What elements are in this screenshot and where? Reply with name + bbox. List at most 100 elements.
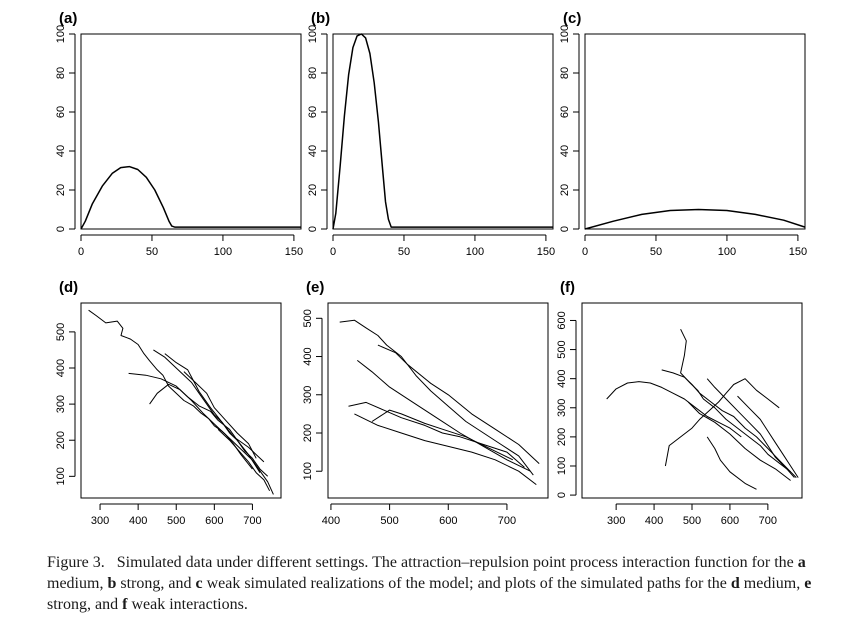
panel-label-b: (b) — [311, 10, 330, 27]
y-tick-label-f: 200 — [556, 428, 568, 446]
series-line-f-7 — [737, 395, 799, 478]
series-line-f-8 — [706, 436, 757, 490]
caption-bold-f: f — [122, 596, 128, 613]
panel-label-c: (c) — [563, 10, 581, 27]
x-tick-label-b: 100 — [466, 246, 484, 258]
panel-b: (b) 0 50 100 150 0 20 40 60 80 100 — [307, 10, 555, 258]
plot-frame-f — [581, 302, 803, 499]
x-tick-label-b: 0 — [330, 246, 336, 258]
y-tick-label-e: 500 — [302, 309, 314, 327]
series-line-f-1 — [680, 328, 797, 478]
y-tick-label-e: 300 — [302, 386, 314, 404]
panel-c: (c) 0 50 100 150 0 20 40 60 80 100 — [559, 10, 807, 258]
series-line-b-1 — [332, 33, 553, 230]
x-tick-label-e: 600 — [439, 515, 457, 527]
x-tick-label-b: 50 — [398, 246, 410, 258]
series-line-d-1 — [88, 309, 274, 495]
y-tick-label-d: 100 — [55, 467, 67, 485]
x-tick-label-a: 0 — [78, 246, 84, 258]
y-tick-label-d: 400 — [55, 359, 67, 377]
x-tick-label-f: 400 — [645, 515, 663, 527]
x-tick-label-f: 700 — [759, 515, 777, 527]
y-tick-label-e: 200 — [302, 424, 314, 442]
series-line-c-1 — [584, 208, 806, 230]
series-line-e-5 — [377, 344, 540, 464]
series-line-a-1 — [80, 165, 301, 230]
series-line-f-3 — [606, 381, 742, 438]
x-tick-label-c: 100 — [718, 246, 736, 258]
x-tick-label-d: 300 — [91, 515, 109, 527]
caption-bold-d: d — [730, 575, 740, 592]
caption-text-4: weak simulated realizations of the model… — [202, 575, 731, 592]
panel-d: (d) 300 400 500 600 700 100 200 300 400 500 — [55, 279, 282, 527]
y-tick-label-b: 0 — [307, 226, 319, 232]
caption-text-1: Simulated data under different settings.… — [116, 554, 798, 571]
series-line-d-7 — [217, 429, 271, 492]
y-tick-label-c: 100 — [559, 25, 571, 43]
plot-frame-d — [80, 302, 282, 499]
series-line-e-4 — [371, 409, 514, 461]
panel-e: (e) 400 500 600 700 100 200 300 400 500 — [302, 279, 549, 527]
y-tick-label-d: 200 — [55, 431, 67, 449]
y-tick-label-c: 60 — [559, 106, 571, 118]
y-tick-label-a: 80 — [55, 67, 67, 79]
series-line-e-2 — [348, 401, 525, 468]
x-tick-label-e: 500 — [380, 515, 398, 527]
y-tick-label-e: 100 — [302, 462, 314, 480]
y-tick-label-f: 500 — [556, 340, 568, 358]
y-tick-label-f: 300 — [556, 399, 568, 417]
panel-label-f: (f) — [560, 279, 575, 296]
y-tick-label-f: 100 — [556, 457, 568, 475]
plot-frame-c — [584, 33, 806, 230]
series-line-f-6 — [687, 401, 791, 481]
y-tick-label-b: 20 — [307, 184, 319, 196]
series-line-d-6 — [183, 371, 257, 459]
plot-frame-e — [327, 302, 549, 499]
plot-frame-b — [332, 33, 554, 230]
y-tick-label-c: 40 — [559, 145, 571, 157]
series-line-d-4 — [149, 383, 253, 470]
figure-panels: (a) 0 50 100 150 0 20 40 60 80 100 (b) 0 50 100 150 0 20 4… — [55, 10, 807, 527]
x-tick-label-f: 600 — [721, 515, 739, 527]
x-tick-label-c: 50 — [650, 246, 662, 258]
caption-lead: Figure 3. — [47, 554, 105, 571]
panel-label-a: (a) — [59, 10, 77, 27]
x-tick-label-a: 150 — [285, 246, 303, 258]
series-line-f-5 — [706, 378, 795, 478]
x-tick-label-a: 100 — [214, 246, 232, 258]
x-tick-label-c: 0 — [582, 246, 588, 258]
series-line-e-1 — [339, 319, 534, 476]
y-tick-label-a: 60 — [55, 106, 67, 118]
x-tick-label-d: 500 — [167, 515, 185, 527]
caption-bold-c: c — [195, 575, 203, 592]
series-line-f-4 — [664, 378, 780, 467]
y-tick-label-f: 0 — [556, 492, 568, 498]
x-tick-label-d: 400 — [129, 515, 147, 527]
plot-frame-a — [80, 33, 302, 230]
y-tick-label-c: 20 — [559, 184, 571, 196]
y-tick-label-b: 80 — [307, 67, 319, 79]
x-tick-label-b: 150 — [537, 246, 555, 258]
caption-text-6: strong, and — [47, 596, 123, 613]
series-line-d-5 — [164, 353, 265, 463]
y-tick-label-b: 60 — [307, 106, 319, 118]
x-tick-label-d: 700 — [243, 515, 261, 527]
x-tick-label-d: 600 — [205, 515, 223, 527]
y-tick-label-a: 100 — [55, 25, 67, 43]
y-tick-label-a: 0 — [55, 226, 67, 232]
caption-bold-b: b — [107, 575, 117, 592]
caption-text-3: strong, and — [116, 575, 196, 592]
caption-text-7: weak interactions. — [127, 596, 248, 613]
caption-bold-a: a — [797, 554, 806, 571]
panel-label-d: (d) — [59, 279, 78, 296]
panel-a: (a) 0 50 100 150 0 20 40 60 80 100 — [55, 10, 303, 258]
y-tick-label-b: 40 — [307, 145, 319, 157]
y-tick-label-c: 80 — [559, 67, 571, 79]
y-tick-label-a: 20 — [55, 184, 67, 196]
y-tick-label-f: 400 — [556, 369, 568, 387]
series-line-e-3 — [356, 360, 531, 472]
y-tick-label-d: 500 — [55, 323, 67, 341]
y-tick-label-e: 400 — [302, 347, 314, 365]
series-line-d-3 — [128, 372, 261, 473]
caption-bold-e: e — [804, 575, 812, 592]
